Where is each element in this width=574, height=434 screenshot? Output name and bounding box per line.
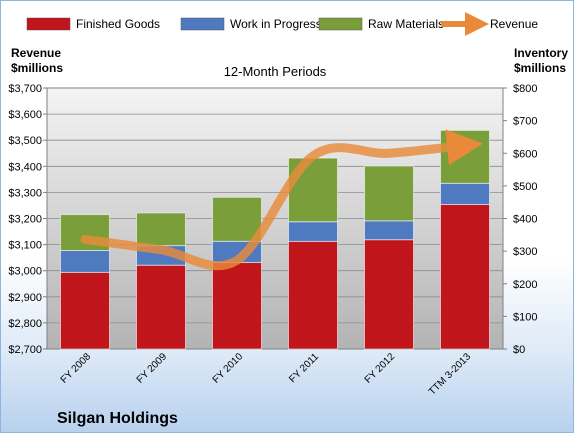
- x-axis-labels: FY 2008 FY 2009 FY 2010 FY 2011 FY 2012 TTM 3…: [59, 351, 474, 398]
- x-category-label: FY 2010: [211, 351, 246, 386]
- right-axis-title-line1: Inventory: [514, 46, 568, 60]
- bar-raw-materials: [441, 130, 490, 183]
- bar-finished-goods: [289, 241, 338, 349]
- left-tick-label: $3,400: [8, 161, 42, 173]
- left-axis-ticks: $2,700 $2,800 $2,900 $3,000 $3,100 $3,200 $3,3…: [8, 83, 47, 356]
- legend-label: Raw Materials: [368, 17, 444, 31]
- bar-finished-goods: [61, 272, 110, 349]
- x-category-label: TTM 3-2013: [427, 351, 474, 398]
- right-tick-label: $100: [513, 311, 537, 323]
- right-tick-label: $800: [513, 83, 537, 95]
- right-tick-label: $700: [513, 116, 537, 128]
- bar-finished-goods: [441, 205, 490, 350]
- bar-work-in-progress: [61, 251, 110, 273]
- chart-subtitle: 12-Month Periods: [224, 64, 327, 79]
- company-name: Silgan Holdings: [57, 410, 178, 427]
- left-tick-label: $3,000: [8, 266, 42, 278]
- right-axis-title-line2: $millions: [514, 61, 566, 75]
- x-category-label: FY 2008: [59, 351, 94, 386]
- bar-work-in-progress: [365, 221, 414, 240]
- bar-work-in-progress: [289, 222, 338, 242]
- bar-finished-goods: [137, 265, 186, 349]
- legend-swatch-raw-materials: [319, 18, 362, 30]
- right-tick-label: $600: [513, 148, 537, 160]
- left-tick-label: $3,300: [8, 187, 42, 199]
- bar-finished-goods: [213, 263, 262, 350]
- right-tick-label: $500: [513, 181, 537, 193]
- left-axis-title-line2: $millions: [11, 61, 63, 75]
- left-tick-label: $2,800: [8, 318, 42, 330]
- x-category-label: FY 2009: [135, 351, 170, 386]
- left-tick-label: $3,200: [8, 214, 42, 226]
- right-axis-ticks: $0 $100 $200 $300 $400 $500 $600 $700 $800: [503, 83, 537, 356]
- x-category-label: FY 2011: [287, 351, 321, 385]
- left-tick-label: $3,600: [8, 109, 42, 121]
- bar-finished-goods: [365, 240, 414, 349]
- right-tick-label: $400: [513, 214, 537, 226]
- x-category-label: FY 2012: [363, 351, 398, 386]
- bar-raw-materials: [137, 213, 186, 246]
- left-tick-label: $2,900: [8, 292, 42, 304]
- legend-swatch-work-in-progress: [181, 18, 224, 30]
- left-tick-label: $3,500: [8, 135, 42, 147]
- legend-label: Finished Goods: [76, 17, 160, 31]
- left-tick-label: $3,100: [8, 240, 42, 252]
- left-tick-label: $3,700: [8, 83, 42, 95]
- left-tick-label: $2,700: [8, 344, 42, 356]
- legend-label: Work in Progress: [230, 17, 322, 31]
- left-axis-title-line1: Revenue: [11, 46, 61, 60]
- bar-raw-materials: [365, 166, 414, 221]
- legend-swatch-finished-goods: [27, 18, 70, 30]
- bar-work-in-progress: [441, 183, 490, 204]
- right-tick-label: $200: [513, 279, 537, 291]
- right-tick-label: $300: [513, 246, 537, 258]
- legend-label: Revenue: [490, 17, 538, 31]
- right-tick-label: $0: [513, 344, 525, 356]
- legend: Finished Goods Work in Progress Raw Materi…: [27, 17, 538, 31]
